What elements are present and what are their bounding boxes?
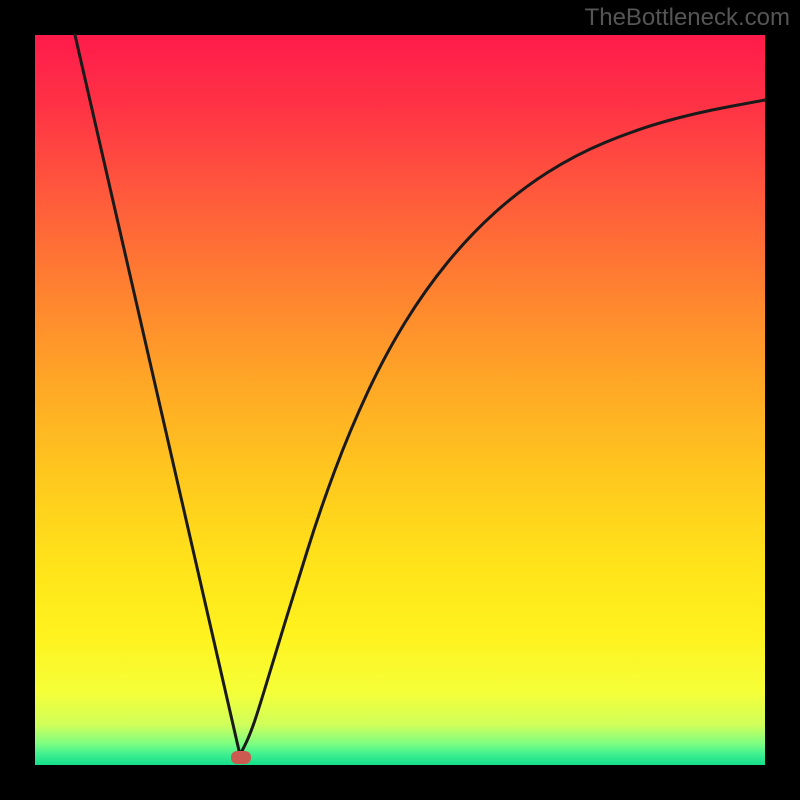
watermark-text: TheBottleneck.com bbox=[585, 4, 790, 32]
bottleneck-chart bbox=[0, 0, 800, 800]
plot-background bbox=[35, 35, 765, 765]
minimum-marker bbox=[231, 751, 251, 764]
chart-container: TheBottleneck.com bbox=[0, 0, 800, 800]
